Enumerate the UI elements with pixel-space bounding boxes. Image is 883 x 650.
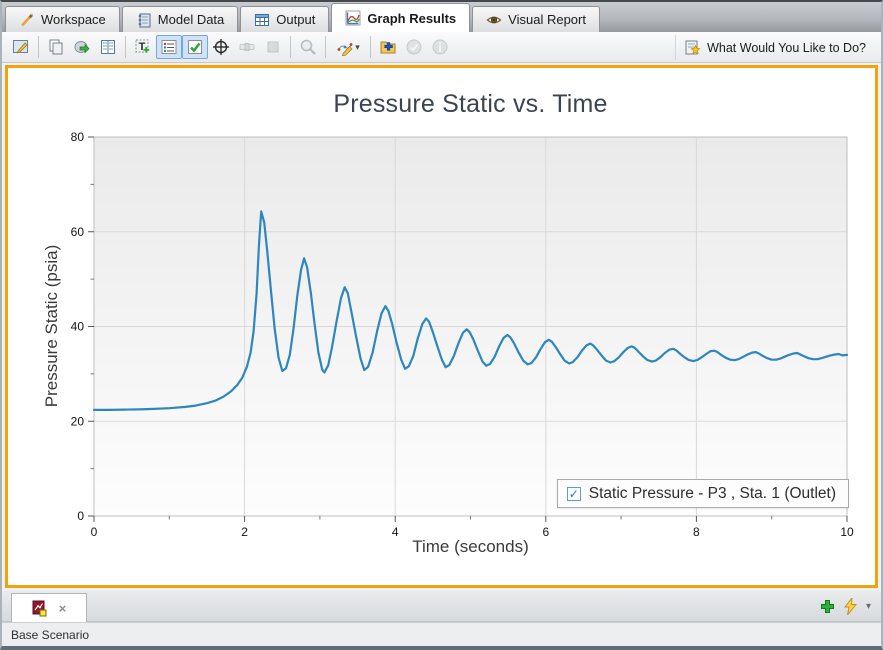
export-data-button[interactable] bbox=[69, 35, 95, 59]
legend-series-label: Static Pressure - P3 , Sta. 1 (Outlet) bbox=[588, 484, 836, 502]
graph-results-panel: Pressure Static vs. Time Pressure Static… bbox=[5, 65, 878, 588]
report-columns-icon bbox=[101, 40, 115, 54]
y-tick-label: 40 bbox=[71, 320, 85, 334]
toolbar-separator bbox=[290, 36, 291, 58]
wizard-icon bbox=[685, 40, 701, 55]
tab-label: Workspace bbox=[41, 12, 106, 27]
add-to-folder-button[interactable] bbox=[375, 35, 401, 59]
dropdown-caret-icon: ▾ bbox=[355, 41, 360, 52]
accept-button[interactable] bbox=[401, 35, 427, 59]
tab-model-data[interactable]: Model Data bbox=[121, 6, 239, 32]
copy-button[interactable] bbox=[43, 35, 69, 59]
legend-checkbox[interactable]: ✓ bbox=[566, 486, 581, 501]
close-tab-icon[interactable]: × bbox=[58, 600, 67, 616]
tab-output[interactable]: Output bbox=[240, 6, 330, 32]
x-tick-label: 8 bbox=[693, 525, 700, 539]
x-axis-label: Time (seconds) bbox=[412, 537, 529, 556]
quick-access-lightning-icon[interactable] bbox=[843, 598, 857, 615]
model-data-icon bbox=[138, 13, 151, 27]
chart: Pressure Static vs. Time Pressure Static… bbox=[8, 68, 875, 585]
tab-label: Graph Results bbox=[367, 10, 457, 26]
slider-button[interactable] bbox=[234, 35, 260, 59]
graph-toolbar: T bbox=[2, 32, 881, 63]
svg-text:T: T bbox=[139, 41, 146, 53]
tab-workspace[interactable]: Workspace bbox=[5, 6, 120, 32]
tab-graph-results[interactable]: Graph Results bbox=[331, 3, 471, 32]
stop-icon bbox=[267, 41, 279, 53]
output-icon bbox=[255, 13, 270, 26]
graph-document-tab[interactable]: × bbox=[11, 593, 87, 622]
show-checkboxes-icon bbox=[188, 40, 202, 54]
copy-icon bbox=[49, 39, 63, 55]
add-graph-tab-icon[interactable] bbox=[820, 599, 835, 614]
add-text-annotation-button[interactable]: T bbox=[130, 35, 156, 59]
y-tick-label: 60 bbox=[71, 225, 85, 239]
format-curve-button[interactable]: ▾ bbox=[330, 35, 366, 59]
format-curve-icon bbox=[337, 43, 353, 56]
help-button-label: What Would You Like to Do? bbox=[707, 40, 866, 55]
graph-document-icon bbox=[32, 600, 47, 616]
report-columns-button[interactable] bbox=[95, 35, 121, 59]
info-icon bbox=[432, 39, 448, 55]
x-tick-label: 6 bbox=[542, 525, 549, 539]
show-legend-icon bbox=[161, 40, 177, 54]
edit-graph-parameters-icon bbox=[13, 40, 28, 54]
tab-label: Output bbox=[276, 12, 316, 27]
primary-tabbar: Workspace Model Data Output bbox=[2, 2, 881, 32]
edit-graph-parameters-button[interactable] bbox=[8, 35, 34, 59]
x-tick-label: 2 bbox=[241, 525, 248, 539]
y-tick-label: 80 bbox=[71, 130, 85, 144]
dropdown-caret-icon[interactable]: ▾ bbox=[865, 601, 871, 612]
x-tick-label: 4 bbox=[392, 525, 399, 539]
document-tabstrip: × ▾ bbox=[2, 591, 881, 622]
graph-results-icon bbox=[345, 10, 361, 26]
what-would-you-like-to-do-button[interactable]: What Would You Like to Do? bbox=[675, 35, 874, 60]
crosshair-button[interactable] bbox=[208, 35, 234, 59]
visual-report-icon bbox=[486, 16, 502, 23]
chart-title: Pressure Static vs. Time bbox=[333, 90, 608, 118]
tab-visual-report[interactable]: Visual Report bbox=[472, 6, 600, 32]
x-tick-label: 10 bbox=[840, 525, 854, 539]
zoom-icon bbox=[300, 39, 316, 55]
toolbar-separator bbox=[325, 36, 326, 58]
x-tick-label: 0 bbox=[91, 525, 98, 539]
toolbar-separator bbox=[125, 36, 126, 58]
info-button[interactable] bbox=[427, 35, 453, 59]
stop-button[interactable] bbox=[260, 35, 286, 59]
plot-svg[interactable]: 0 2 4 6 8 10 0 20 40 60 80 bbox=[8, 68, 876, 585]
accept-icon bbox=[406, 39, 422, 55]
workspace-icon bbox=[21, 12, 34, 26]
document-tab-actions: ▾ bbox=[820, 591, 871, 622]
statusbar: Base Scenario bbox=[2, 622, 881, 646]
show-legend-button[interactable] bbox=[156, 35, 182, 59]
toolbar-separator bbox=[370, 36, 371, 58]
add-text-annotation-icon: T bbox=[135, 39, 150, 53]
legend-box[interactable]: ✓ Static Pressure - P3 , Sta. 1 (Outlet) bbox=[556, 479, 849, 508]
y-tick-label: 20 bbox=[71, 414, 85, 428]
tab-label: Visual Report bbox=[508, 12, 586, 27]
show-checkboxes-button[interactable] bbox=[182, 35, 208, 59]
export-data-icon bbox=[74, 41, 90, 54]
crosshair-icon bbox=[213, 39, 229, 55]
y-tick-label: 0 bbox=[77, 509, 84, 523]
slider-icon bbox=[239, 43, 255, 51]
scenario-name: Base Scenario bbox=[11, 627, 90, 642]
pressure-series-line bbox=[92, 210, 849, 411]
tab-label: Model Data bbox=[157, 12, 225, 27]
toolbar-separator bbox=[38, 36, 39, 58]
add-to-folder-icon bbox=[380, 41, 396, 54]
zoom-button[interactable] bbox=[295, 35, 321, 59]
